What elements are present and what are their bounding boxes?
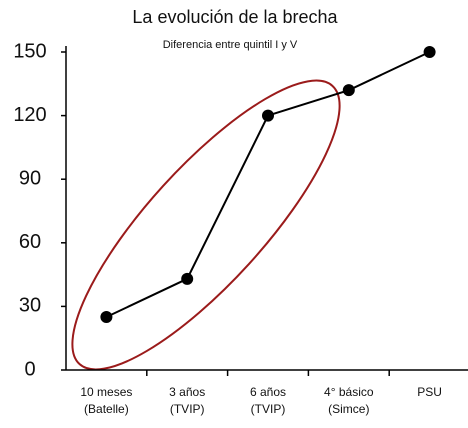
point [423,46,436,58]
y-tick-label: 120 [13,104,46,126]
point [181,272,194,285]
y-tick-label: 90 [19,167,41,189]
x-tick-label: (TVIP) [251,402,286,416]
x-tick-label: (TVIP) [170,402,205,416]
chart-subtitle: Diferencia entre quintil I y V [163,39,298,51]
chart-title: La evolución de la brecha [132,7,338,27]
point [342,84,355,97]
x-tick-label: (Batelle) [84,402,129,416]
point [262,109,274,122]
x-tick-label: (Simce) [328,402,369,416]
y-tick-label: 30 [19,295,41,317]
point [100,311,113,323]
x-tick-label: 4° básico [324,385,374,399]
y-tick-label: 150 [13,40,46,62]
x-tick-label: 3 años [169,385,205,399]
line [105,51,431,318]
y-tick-label: 60 [19,231,41,253]
x-tick-label: PSU [417,385,442,399]
highlight-ellipse [71,79,341,371]
y-tick-label: 0 [24,358,35,380]
x-tick-label: 10 meses [80,385,132,399]
x-tick-label: 6 años [250,385,286,399]
